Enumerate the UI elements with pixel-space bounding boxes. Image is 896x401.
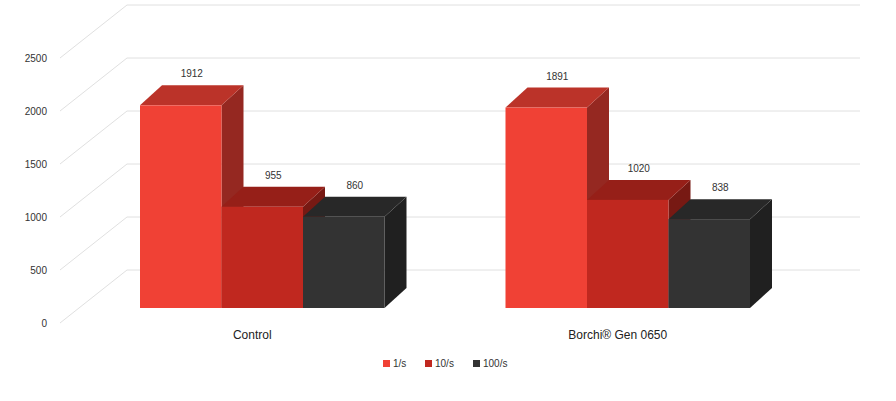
y-tick-label: 1000 (25, 212, 48, 223)
bar-front (669, 219, 751, 308)
bar-front (222, 207, 304, 308)
bar-top (140, 85, 244, 105)
chart: 0 500 1000 1500 2000 2500 1912 955 860 1891 1020 83… (0, 0, 896, 401)
data-label: 955 (265, 170, 282, 181)
x-tick-label: Borchi® Gen 0650 (568, 328, 667, 342)
data-label: 1020 (628, 163, 651, 174)
bar-front (303, 217, 385, 308)
data-label: 838 (712, 182, 729, 193)
bar (669, 199, 773, 308)
legend-swatch (425, 360, 432, 367)
data-label: 860 (346, 180, 363, 191)
bar-top (587, 180, 691, 200)
y-tick-label: 500 (30, 265, 47, 276)
data-label: 1891 (546, 71, 569, 82)
y-tick-label: 1500 (25, 159, 48, 170)
bar-front (587, 200, 669, 308)
legend-swatch (383, 360, 390, 367)
bar (303, 197, 407, 308)
bar-top (303, 197, 407, 217)
x-tick-label: Control (233, 328, 272, 342)
data-labels: 1912 955 860 1891 1020 838 (181, 68, 729, 193)
legend: 1/s 10/s 100/s (383, 358, 507, 369)
y-tick-label: 2500 (25, 53, 48, 64)
legend-swatch (473, 360, 480, 367)
bar-top (669, 199, 773, 219)
grid-line (60, 5, 860, 58)
legend-label: 10/s (435, 358, 454, 369)
y-tick-label: 2000 (25, 106, 48, 117)
legend-label: 1/s (393, 358, 406, 369)
grid (60, 5, 860, 323)
data-label: 1912 (181, 68, 204, 79)
legend-label: 100/s (483, 358, 507, 369)
bar-front (506, 108, 588, 308)
bar-top (222, 187, 326, 207)
bar-front (140, 105, 222, 308)
bars (140, 85, 772, 308)
bar-top (506, 88, 610, 108)
y-tick-label: 0 (41, 318, 47, 329)
grid-line (60, 58, 860, 111)
